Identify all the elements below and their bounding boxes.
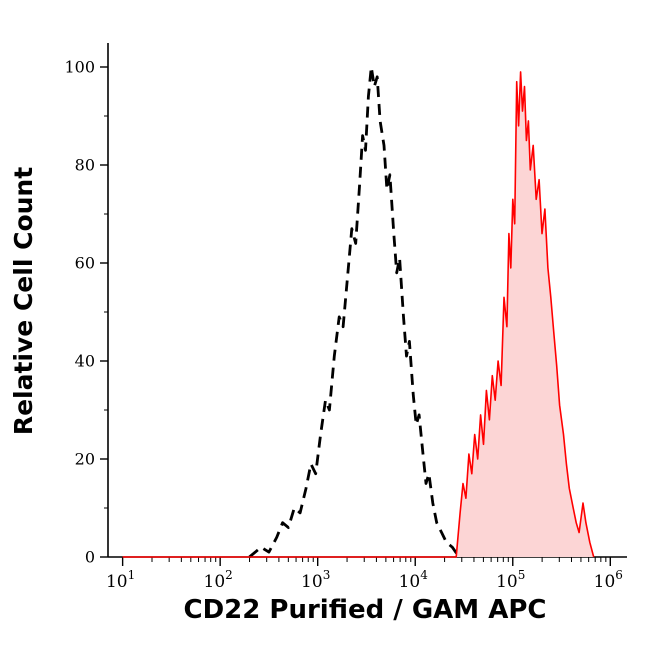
x-tick-label: 103 [301,568,330,592]
y-tick-label: 60 [75,254,95,273]
plot-layer: 0 20 40 60 80 100 101 102 103 104 105 106 [64,43,627,592]
x-tick-label: 106 [594,568,623,592]
x-tick-label: 104 [399,568,429,592]
x-axis-ticks: 101 102 103 104 105 106 [106,557,623,592]
y-axis-ticks: 0 20 40 60 80 100 [64,58,108,567]
series-stroke [122,71,595,558]
x-tick-label: 101 [106,568,135,592]
series-cd22-apc-stained [122,71,595,558]
x-axis-title: CD22 Purified / GAM APC [184,595,547,625]
series-stroke [248,65,461,559]
series-fill [122,71,594,558]
x-tick-label: 105 [496,568,525,592]
y-axis-title: Relative Cell Count [9,167,38,435]
y-tick-label: 100 [64,58,95,77]
y-tick-label: 40 [75,352,95,371]
x-tick-label: 102 [204,568,233,592]
series-control-dashed [248,65,461,559]
y-tick-label: 20 [75,450,95,469]
y-tick-label: 0 [85,548,95,567]
y-tick-label: 80 [75,156,95,175]
